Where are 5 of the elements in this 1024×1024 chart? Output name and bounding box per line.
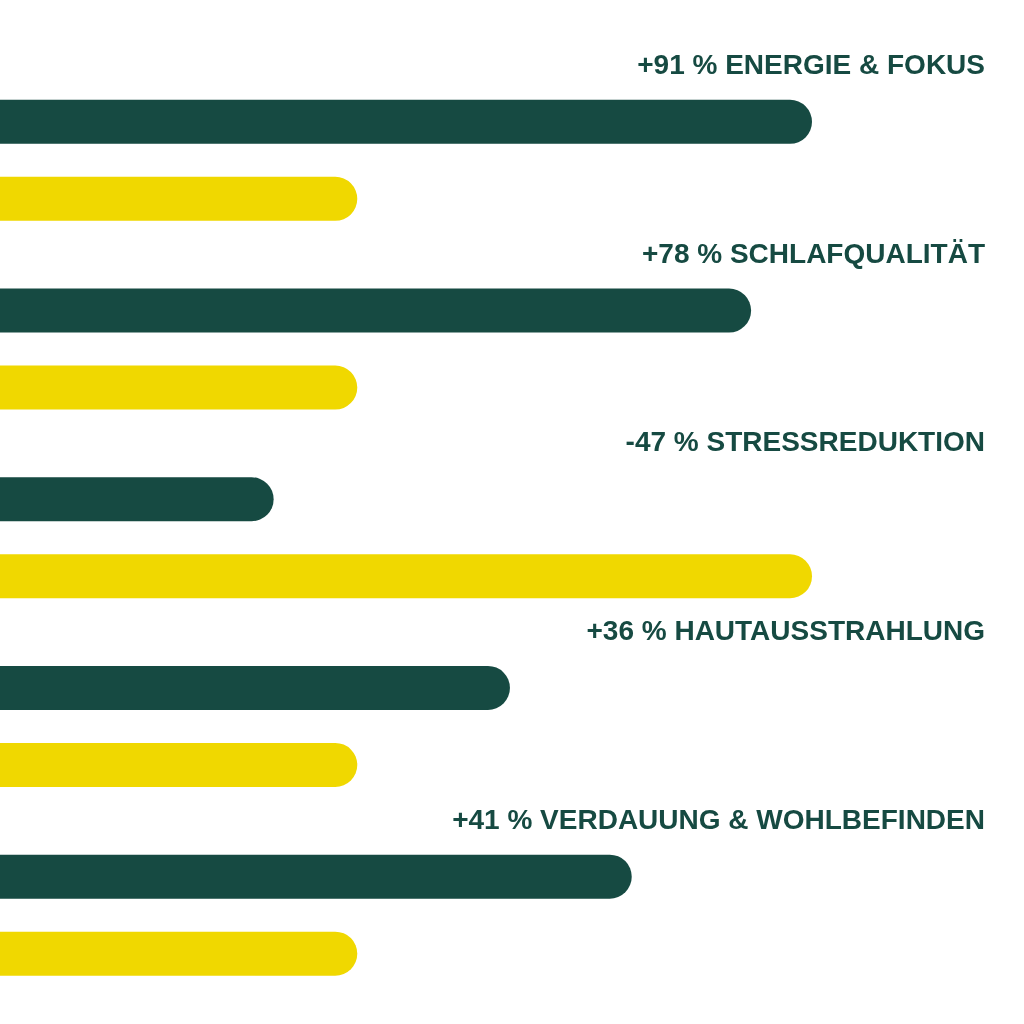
y-tick-label: -47 % STRESSREDUKTION <box>625 426 985 458</box>
y-tick-label: +91 % ENERGIE & FOKUS <box>637 48 985 80</box>
y-tick-label: +41 % VERDAUUNG & WOHLBEFINDEN <box>452 803 985 835</box>
y-tick-label: +36 % HAUTAUSSTRAHLUNG <box>586 614 985 646</box>
y-tick-label: +78 % SCHLAFQUALITÄT <box>641 237 985 269</box>
